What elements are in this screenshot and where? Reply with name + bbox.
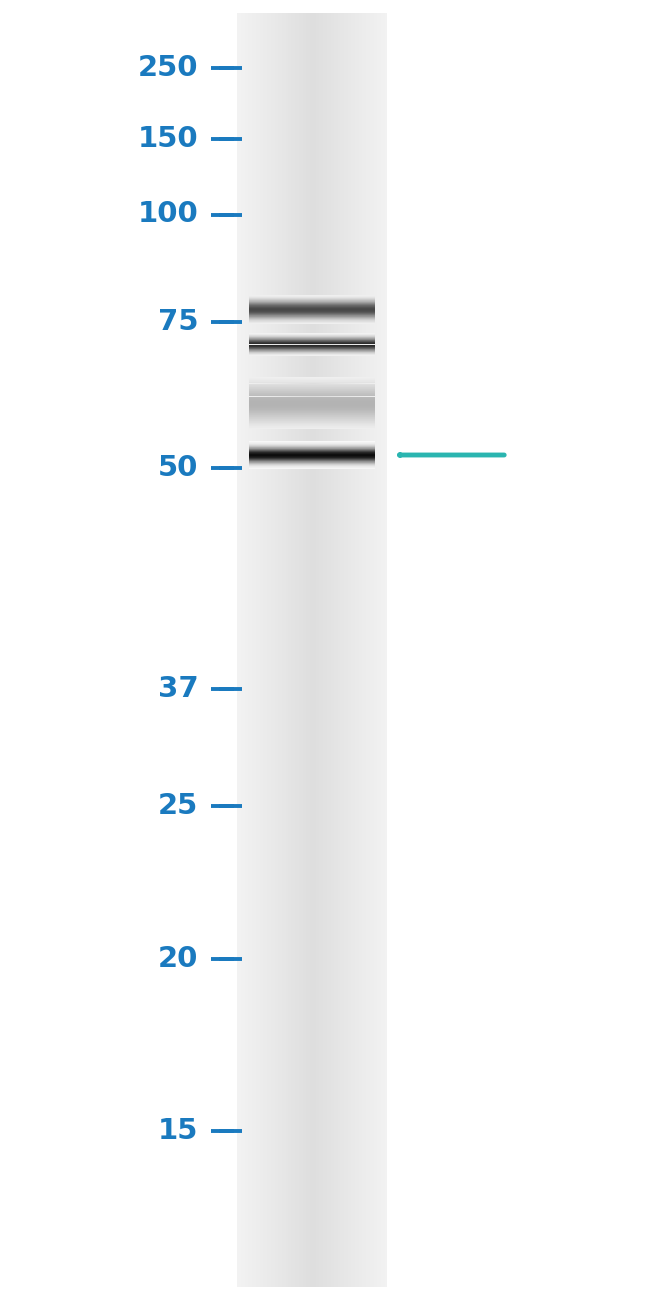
Bar [252,13,254,1287]
Bar [282,13,284,1287]
Bar [353,13,355,1287]
Bar [329,13,331,1287]
Bar [278,13,280,1287]
Bar [374,13,376,1287]
Bar [241,13,243,1287]
Bar [376,13,378,1287]
Bar [364,13,366,1287]
Bar [318,13,320,1287]
Bar [346,13,348,1287]
Bar [246,13,248,1287]
Text: 20: 20 [158,945,198,974]
Bar [357,13,359,1287]
Text: 150: 150 [138,125,198,153]
Bar [351,13,353,1287]
Bar [334,13,336,1287]
Bar [295,13,297,1287]
Bar [243,13,244,1287]
Bar [333,13,334,1287]
Bar [286,13,288,1287]
Bar [370,13,372,1287]
Bar [265,13,267,1287]
Text: 25: 25 [158,792,198,820]
Bar [248,13,250,1287]
Bar [316,13,318,1287]
Bar [276,13,278,1287]
Text: 75: 75 [158,308,198,337]
Bar [250,13,252,1287]
Bar [344,13,346,1287]
Bar [259,13,261,1287]
Text: 250: 250 [138,53,198,82]
Bar [372,13,374,1287]
Bar [244,13,246,1287]
Bar [363,13,364,1287]
Bar [381,13,383,1287]
Bar [273,13,274,1287]
Bar [361,13,363,1287]
Bar [297,13,299,1287]
Bar [385,13,387,1287]
Bar [310,13,312,1287]
Bar [336,13,338,1287]
Bar [271,13,273,1287]
Bar [368,13,370,1287]
Bar [308,13,310,1287]
Text: 15: 15 [158,1117,198,1145]
Text: 100: 100 [138,200,198,229]
Bar [342,13,344,1287]
Bar [366,13,368,1287]
Bar [267,13,269,1287]
Bar [261,13,263,1287]
Bar [379,13,381,1287]
Bar [274,13,276,1287]
Bar [350,13,351,1287]
Bar [359,13,361,1287]
Bar [312,13,314,1287]
Bar [304,13,306,1287]
Bar [355,13,357,1287]
Text: 37: 37 [157,675,198,703]
Bar [301,13,303,1287]
Bar [290,13,291,1287]
Bar [306,13,308,1287]
Bar [291,13,293,1287]
Bar [314,13,316,1287]
Bar [254,13,256,1287]
Bar [239,13,241,1287]
Bar [288,13,290,1287]
Bar [323,13,325,1287]
Bar [325,13,327,1287]
Bar [321,13,323,1287]
Bar [256,13,258,1287]
Bar [331,13,333,1287]
Bar [320,13,321,1287]
Bar [263,13,265,1287]
Bar [340,13,342,1287]
Bar [383,13,385,1287]
Bar [258,13,260,1287]
Bar [348,13,350,1287]
Bar [338,13,340,1287]
Bar [299,13,301,1287]
Bar [303,13,304,1287]
Text: 50: 50 [158,454,198,482]
Bar [293,13,295,1287]
Bar [269,13,271,1287]
Bar [280,13,282,1287]
Bar [284,13,286,1287]
Bar [327,13,329,1287]
Bar [237,13,239,1287]
Bar [378,13,379,1287]
